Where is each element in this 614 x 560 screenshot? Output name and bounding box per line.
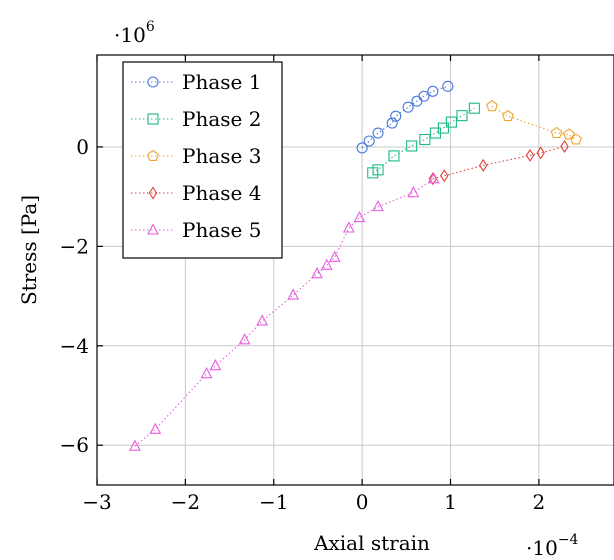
series-5 (129, 172, 440, 451)
data-point (238, 333, 251, 345)
data-point (328, 250, 341, 262)
data-point (209, 359, 222, 371)
data-point (440, 169, 449, 183)
data-point (311, 267, 323, 279)
x-tick-label: 2 (533, 490, 546, 514)
data-point (437, 122, 449, 134)
data-point (390, 110, 402, 122)
data-point (418, 90, 430, 102)
series-1 (356, 80, 454, 154)
y-tick-labels: −6 −4 −2 0 (60, 135, 89, 457)
data-point (256, 314, 269, 326)
y-multiplier-label: ·106 (114, 19, 155, 47)
data-point (427, 172, 440, 184)
data-point (468, 102, 480, 114)
data-point (200, 366, 213, 379)
y-tick-label: −4 (60, 334, 89, 358)
series-line (134, 178, 435, 447)
x-multiplier-base: ·10 (526, 536, 558, 560)
series-4 (428, 139, 569, 186)
data-point (388, 150, 400, 162)
legend-marker (147, 76, 159, 88)
legend-label: Phase 5 (182, 218, 261, 242)
data-point (129, 439, 141, 451)
legend-entry: Phase 2 (131, 107, 261, 131)
data-point (536, 146, 545, 160)
legend-marker (147, 223, 159, 235)
y-tick-label: −6 (60, 433, 89, 457)
data-point (353, 210, 366, 223)
series-line (491, 105, 577, 140)
legend-marker (147, 113, 159, 125)
data-point (402, 101, 414, 113)
data-point (525, 148, 535, 162)
y-axis-label: Stress [Pa] (17, 195, 41, 305)
data-point (456, 110, 468, 122)
svg-text:·10−4: ·10−4 (526, 532, 579, 560)
data-point (149, 422, 162, 434)
legend-entry: Phase 5 (131, 218, 261, 242)
plot-frame (96, 54, 614, 486)
data-point (406, 140, 418, 152)
legend-label: Phase 2 (182, 107, 261, 131)
data-point (486, 100, 498, 112)
x-multiplier-exponent: −4 (558, 532, 579, 548)
data-point (342, 221, 355, 233)
data-point (419, 133, 431, 146)
data-point (570, 133, 582, 145)
legend-label: Phase 3 (182, 144, 261, 168)
series-3 (486, 100, 582, 145)
x-tick-label: 1 (444, 490, 457, 514)
data-point (478, 158, 488, 172)
data-point (372, 127, 384, 139)
legend-marker (148, 186, 158, 200)
data-point (502, 109, 514, 122)
series-line (372, 107, 475, 174)
series-line (432, 145, 565, 180)
data-point (563, 128, 575, 140)
series-2 (367, 102, 480, 179)
data-point (560, 139, 569, 153)
data-point (356, 142, 368, 154)
data-point (427, 85, 439, 97)
x-axis-label: Axial strain (313, 531, 430, 555)
data-point (372, 199, 384, 212)
x-tick-label: 0 (356, 490, 369, 514)
data-point (386, 117, 398, 129)
x-tick-labels: −3 −2 −1 0 1 2 (82, 490, 545, 514)
series-layer (129, 80, 582, 451)
y-tick-label: −2 (60, 234, 89, 258)
data-point (287, 288, 300, 300)
legend-entry: Phase 3 (131, 144, 261, 168)
data-point (372, 164, 384, 176)
legend: Phase 1 Phase 2 Phase 3 Phase 4 Phase 5 (122, 61, 283, 259)
legend-marker (147, 149, 159, 161)
x-tick-label: −1 (259, 490, 288, 514)
y-tick-label: 0 (76, 135, 89, 159)
legend-entry: Phase 4 (131, 181, 261, 205)
tick-marks (96, 55, 540, 485)
legend-label: Phase 4 (182, 181, 261, 205)
data-point (442, 80, 454, 92)
data-point (550, 126, 563, 139)
x-tick-label: −3 (82, 490, 111, 514)
data-point (363, 135, 375, 147)
y-multiplier-exponent: 6 (146, 19, 155, 35)
x-tick-label: −2 (171, 490, 200, 514)
legend-label: Phase 1 (182, 70, 261, 94)
x-multiplier-label: ·10−4 (526, 532, 579, 560)
data-point (445, 116, 457, 128)
data-point (320, 258, 333, 270)
y-multiplier-base: ·10 (114, 23, 146, 47)
svg-text:·106: ·106 (114, 19, 155, 47)
legend-entry: Phase 1 (131, 70, 261, 94)
data-point (407, 186, 420, 198)
